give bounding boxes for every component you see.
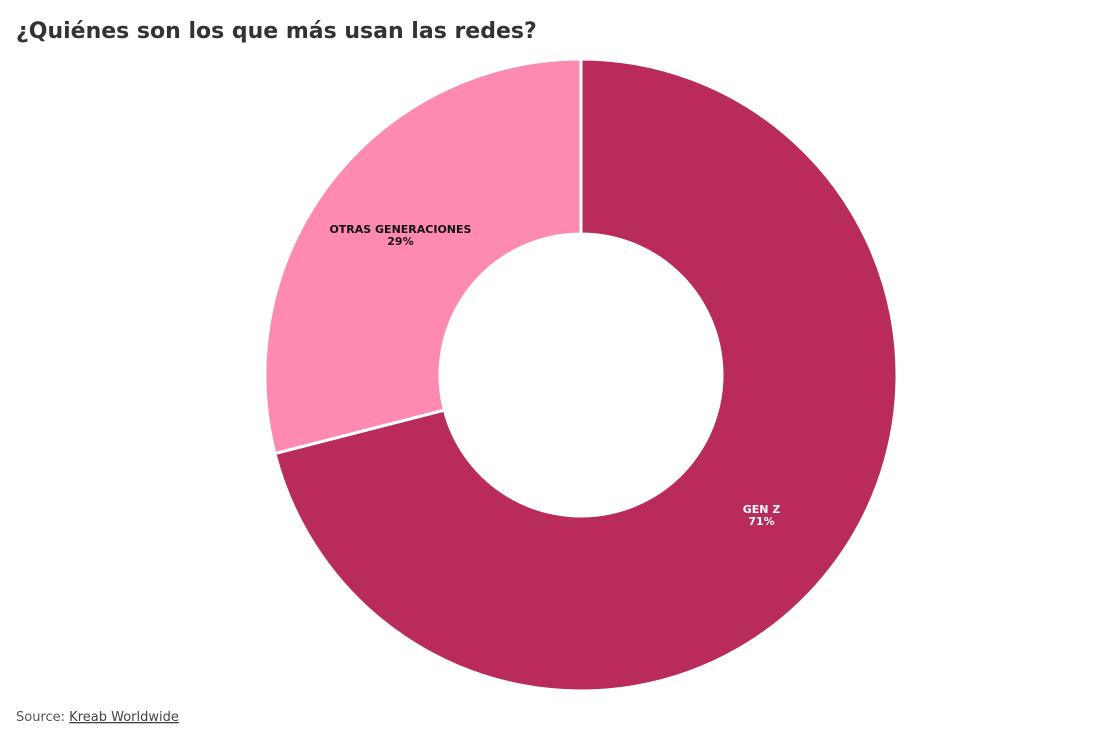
source: Source: Kreab Worldwide	[16, 710, 179, 725]
slice	[273, 57, 899, 693]
category-label: GEN Z	[743, 503, 781, 516]
source-link[interactable]: Kreab Worldwide	[69, 710, 179, 725]
slice-label: OTRAS GENERACIONES 29%	[329, 223, 471, 248]
source-label: Source:	[16, 710, 65, 725]
slice-label: GEN Z 71%	[743, 503, 781, 528]
slice	[263, 57, 583, 456]
category-label: OTRAS GENERACIONES	[329, 223, 471, 236]
donut: GEN Z 71% OTRAS GENERACIONES 29%	[263, 57, 899, 693]
value-label: 71%	[748, 515, 774, 528]
value-label: 29%	[387, 235, 413, 248]
chart-title: ¿Quiénes son los que más usan las redes?	[16, 19, 537, 44]
